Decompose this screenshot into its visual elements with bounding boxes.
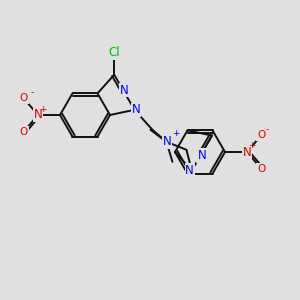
Text: N: N (197, 148, 206, 162)
Text: +: + (39, 104, 47, 113)
Text: N: N (34, 109, 42, 122)
Text: Cl: Cl (108, 46, 120, 59)
Text: N: N (243, 146, 251, 158)
Text: -: - (266, 125, 268, 134)
Text: N: N (120, 84, 129, 97)
Text: O: O (257, 130, 265, 140)
Text: O: O (257, 164, 265, 174)
Text: N: N (185, 164, 194, 177)
Text: -: - (30, 88, 34, 98)
Text: N: N (163, 135, 172, 148)
Text: O: O (20, 93, 28, 103)
Text: N: N (132, 103, 141, 116)
Text: Cl: Cl (196, 149, 208, 162)
Text: +: + (172, 129, 179, 138)
Text: O: O (20, 127, 28, 137)
Text: +: + (248, 142, 256, 151)
